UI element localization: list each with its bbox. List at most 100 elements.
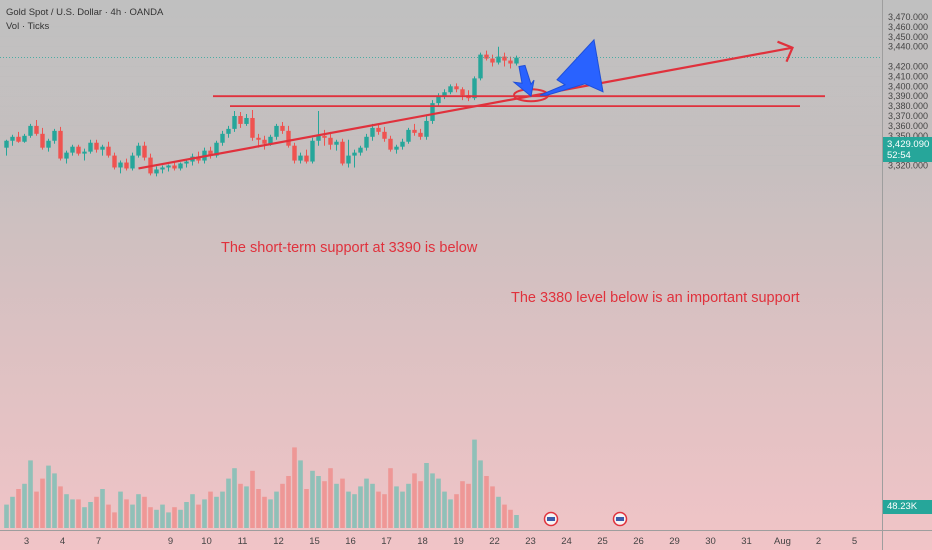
candle-body xyxy=(292,145,297,161)
volume-bar xyxy=(478,460,483,528)
candle-body xyxy=(382,131,387,139)
time-axis-label: Aug xyxy=(774,536,791,547)
current-price-tag: 3,429.090 52:54 xyxy=(883,137,932,162)
volume-bar xyxy=(370,483,375,528)
candle-body xyxy=(4,140,9,148)
candle-body xyxy=(112,155,117,168)
time-axis-label: 24 xyxy=(561,536,572,547)
volume-bar xyxy=(130,504,135,528)
candle-body xyxy=(136,145,141,156)
price-axis-label: 3,440.000 xyxy=(888,42,928,52)
candle-body xyxy=(172,165,177,169)
volume-bar xyxy=(340,478,345,528)
volume-bar xyxy=(166,512,171,528)
candle-body xyxy=(340,141,345,164)
time-axis-label: 30 xyxy=(705,536,716,547)
candle-body xyxy=(268,136,273,144)
volume-bar xyxy=(124,499,129,528)
volume-bar xyxy=(52,473,57,528)
candle-body xyxy=(322,135,327,138)
candle-body xyxy=(22,135,27,142)
price-axis-label: 3,380.000 xyxy=(888,101,928,111)
volume-bar xyxy=(58,486,63,528)
time-axis-label: 12 xyxy=(273,536,284,547)
candle-body xyxy=(226,128,231,134)
volume-bar xyxy=(286,476,291,528)
candle-body xyxy=(130,155,135,169)
annotation-support-3390[interactable]: The short-term support at 3390 is below xyxy=(221,240,478,256)
candle-body xyxy=(238,116,243,124)
candle-body xyxy=(58,130,63,159)
volume-bar xyxy=(418,481,423,528)
volume-bar xyxy=(88,502,93,528)
candle-body xyxy=(328,137,333,145)
candle-body xyxy=(40,133,45,148)
candle-body xyxy=(208,150,213,156)
candle-body xyxy=(370,127,375,137)
volume-bar xyxy=(310,470,315,528)
candle-body xyxy=(406,129,411,142)
drawings[interactable] xyxy=(0,38,882,527)
volume-bar xyxy=(424,463,429,528)
volume-bar xyxy=(238,483,243,528)
volume-bar xyxy=(436,478,441,528)
volume-bar xyxy=(118,491,123,528)
volume-bar xyxy=(28,460,33,528)
candle-body xyxy=(100,146,105,150)
time-axis-label: 17 xyxy=(381,536,392,547)
candle-body xyxy=(484,54,489,59)
candle-body xyxy=(82,151,87,154)
candle-body xyxy=(304,155,309,162)
volume-bar xyxy=(400,491,405,528)
volume-bar xyxy=(4,504,9,528)
annotation-support-3380[interactable]: The 3380 level below is an important sup… xyxy=(511,290,800,306)
candle-body xyxy=(10,136,15,141)
volume-bar xyxy=(472,439,477,528)
event-flag-icon-stripe xyxy=(547,517,555,521)
volume-bar xyxy=(244,486,249,528)
candle-body xyxy=(454,86,459,90)
blue-down-arrow xyxy=(512,64,535,98)
candle-body xyxy=(442,92,447,97)
volume-bar xyxy=(394,486,399,528)
trend-line-arrowhead xyxy=(777,40,794,63)
volume-bar xyxy=(196,504,201,528)
candle-body xyxy=(28,125,33,136)
volume-bar xyxy=(484,476,489,528)
volume-bar xyxy=(250,470,255,528)
price-axis-label: 3,390.000 xyxy=(888,91,928,101)
volume-bar xyxy=(364,478,369,528)
volume-bar xyxy=(184,502,189,528)
time-axis-label: 15 xyxy=(309,536,320,547)
volume-bar xyxy=(430,473,435,528)
volume-bar xyxy=(304,489,309,528)
candle-body xyxy=(124,162,129,169)
price-axis-label: 3,400.000 xyxy=(888,81,928,91)
volume-bar xyxy=(460,481,465,528)
candle-body xyxy=(220,133,225,143)
candle-body xyxy=(34,125,39,134)
volume-bar xyxy=(10,496,15,528)
time-axis-label: 31 xyxy=(741,536,752,547)
price-axis-label: 3,320.000 xyxy=(888,161,928,171)
candle-body xyxy=(118,162,123,168)
candle-body xyxy=(244,117,249,124)
candle-body xyxy=(364,136,369,148)
symbol-title: Gold Spot / U.S. Dollar · 4h · OANDA xyxy=(6,7,164,18)
time-axis-label: 19 xyxy=(453,536,464,547)
candle-body xyxy=(316,135,321,141)
volume-bar xyxy=(22,483,27,528)
time-axis-label: 23 xyxy=(525,536,536,547)
candle-body xyxy=(346,155,351,164)
volume-bar xyxy=(100,489,105,528)
blue-up-arrow xyxy=(539,38,604,96)
time-axis-label: 2 xyxy=(816,536,821,547)
volume-bar xyxy=(148,507,153,528)
volume-bar xyxy=(214,496,219,528)
candle-body xyxy=(460,89,465,96)
price-axis-label: 3,410.000 xyxy=(888,71,928,81)
candle-body xyxy=(46,140,51,148)
candle-body xyxy=(262,139,267,144)
